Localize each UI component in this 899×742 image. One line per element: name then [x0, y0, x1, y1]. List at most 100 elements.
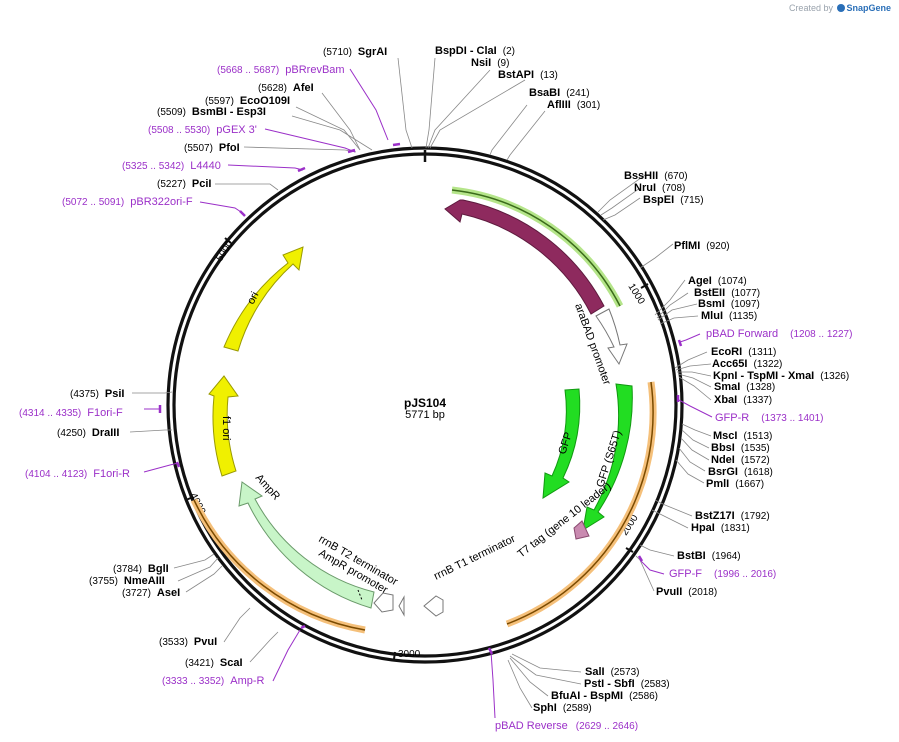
enzyme-name: PstI - SbfI — [584, 678, 635, 690]
enzyme-pos: (1328) — [746, 382, 775, 393]
primer-range: (5325 .. 5342) — [122, 161, 184, 172]
svg-text:(5509)BsmBI - Esp3I: (5509) BsmBI - Esp3I — [157, 106, 266, 118]
svg-text:BspDI - ClaI(2): BspDI - ClaI (2) — [435, 45, 515, 57]
svg-text:(5668 .. 5687)pBRrevBam: (5668 .. 5687) pBRrevBam — [217, 64, 345, 76]
primer-name: GFP-R — [715, 412, 749, 424]
enzyme-pos: (5628) — [258, 83, 287, 94]
svg-text:SmaI(1328): SmaI (1328) — [714, 381, 775, 393]
feature-t7-tag[interactable] — [573, 520, 590, 540]
enzyme-name: PfoI — [219, 142, 240, 154]
enzyme-name: SmaI — [714, 381, 740, 393]
svg-text:SphI(2589): SphI (2589) — [533, 702, 592, 714]
enzyme-pos: (4375) — [70, 389, 99, 400]
enzyme-name: SalI — [585, 666, 605, 678]
enzyme-pos: (2586) — [629, 691, 658, 702]
enzyme-pos: (1311) — [748, 347, 776, 358]
svg-text:BstZ17I(1792): BstZ17I (1792) — [695, 510, 770, 522]
enzyme-pos: (5710) — [323, 47, 352, 58]
enzyme-name: BstEII — [694, 287, 725, 299]
enzyme-pos: (3755) — [89, 576, 118, 587]
enzyme-pos: (9) — [497, 58, 509, 69]
feature-ampr-promoter[interactable] — [373, 592, 394, 613]
enzyme-name: Acc65I — [712, 358, 747, 370]
svg-text:AflIII(301): AflIII (301) — [547, 99, 600, 111]
feature-label-rrnb-t1: rrnB T1 terminator — [432, 533, 518, 583]
enzyme-name: NdeI — [711, 454, 735, 466]
feature-f1-ori[interactable] — [208, 375, 239, 477]
svg-text:PstI - SbfI(2583): PstI - SbfI (2583) — [584, 678, 670, 690]
enzyme-pos: (13) — [540, 70, 558, 81]
feature-ori[interactable] — [223, 246, 304, 352]
svg-text:(4375)PsiI: (4375) PsiI — [70, 388, 124, 400]
enzyme-pos: (715) — [680, 195, 703, 206]
primer-range: (3333 .. 3352) — [162, 676, 224, 687]
svg-text:MscI(1513): MscI (1513) — [713, 430, 772, 442]
enzyme-pos: (2583) — [641, 679, 670, 690]
primer-range: (5072 .. 5091) — [62, 197, 124, 208]
enzyme-pos: (2573) — [611, 667, 640, 678]
enzyme-pos: (1535) — [741, 443, 770, 454]
feature-rrnb-t1[interactable] — [423, 595, 444, 617]
primer-range: (1996 .. 2016) — [714, 569, 776, 580]
enzyme-pos: (1667) — [735, 479, 764, 490]
feature-arabad-promoter[interactable] — [595, 308, 628, 366]
enzyme-name: AflIII — [547, 99, 571, 111]
svg-text:XbaI(1337): XbaI (1337) — [714, 394, 772, 406]
svg-text:(3421)ScaI: (3421) ScaI — [185, 657, 243, 669]
primer-labels: (5668 .. 5687) pBRrevBam (5508 .. 5530) pG… — [19, 64, 852, 732]
enzyme-name: PmlI — [706, 478, 729, 490]
plasmid-name: pJS104 — [403, 396, 447, 410]
svg-text:BfuAI - BspMI(2586): BfuAI - BspMI (2586) — [551, 690, 658, 702]
enzyme-name: BstBI — [677, 550, 706, 562]
enzyme-name: MscI — [713, 430, 737, 442]
svg-text:BssHII(670): BssHII (670) — [624, 170, 688, 182]
enzyme-name: BsaBI — [529, 87, 560, 99]
enzyme-pos: (3784) — [113, 564, 142, 575]
primer-range: (4104 .. 4123) — [25, 469, 87, 480]
enzyme-name: SgrAI — [358, 46, 387, 58]
svg-text:GFP-R(1373 .. 1401): GFP-R (1373 .. 1401) — [715, 412, 824, 424]
enzyme-name: NsiI — [471, 57, 491, 69]
enzyme-name: PciI — [192, 178, 212, 190]
svg-text:pBAD Reverse(2629 .. 2646): pBAD Reverse (2629 .. 2646) — [495, 720, 638, 732]
credit-prefix: Created by — [788, 3, 833, 13]
enzyme-name: BsmI — [698, 298, 725, 310]
primer-name: F1ori-F — [87, 407, 123, 419]
enzyme-pos: (301) — [577, 100, 600, 111]
svg-text:(3727)AseI: (3727) AseI — [122, 587, 180, 599]
primer-name: L4440 — [190, 160, 221, 172]
primer-range: (4314 .. 4335) — [19, 408, 81, 419]
enzyme-pos: (670) — [664, 171, 687, 182]
snapgene-credit: Created by SnapGene — [789, 3, 891, 13]
enzyme-name: BglI — [148, 563, 169, 575]
ampr-dots — [357, 589, 363, 601]
svg-text:NruI(708): NruI (708) — [634, 182, 685, 194]
svg-text:(5227)PciI: (5227) PciI — [157, 178, 211, 190]
enzyme-name: AgeI — [688, 275, 712, 287]
svg-text:BsmI(1097): BsmI (1097) — [698, 298, 760, 310]
enzyme-name: XbaI — [714, 394, 737, 406]
svg-text:EcoRI(1311): EcoRI (1311) — [711, 346, 776, 358]
primer-range: (2629 .. 2646) — [576, 721, 638, 732]
svg-text:(4104 .. 4123)F1ori-R: (4104 .. 4123) F1ori-R — [25, 468, 130, 480]
enzyme-pos: (1097) — [731, 299, 760, 310]
feature-ampr[interactable] — [238, 481, 375, 609]
svg-text:BbsI(1535): BbsI (1535) — [711, 442, 770, 454]
feature-rrnb-t2[interactable] — [398, 595, 405, 617]
enzyme-name: HpaI — [691, 522, 715, 534]
feature-gfp-s65t[interactable] — [582, 383, 633, 532]
enzyme-name: BspEI — [643, 194, 674, 206]
svg-text:GFP-F(1996 .. 2016): GFP-F (1996 .. 2016) — [669, 568, 776, 580]
feature-arac[interactable] — [444, 199, 605, 315]
enzyme-pos: (708) — [662, 183, 685, 194]
primer-name: GFP-F — [669, 568, 702, 580]
enzyme-name: EcoO109I — [240, 95, 290, 107]
enzyme-pos: (1572) — [741, 455, 770, 466]
feature-gfp[interactable] — [542, 388, 581, 499]
enzyme-name: BbsI — [711, 442, 735, 454]
svg-text:BsaBI(241): BsaBI (241) — [529, 87, 590, 99]
svg-text:BsrGI(1618): BsrGI (1618) — [708, 466, 773, 478]
svg-text:BstBI(1964): BstBI (1964) — [677, 550, 741, 562]
enzyme-name: PvuII — [656, 586, 682, 598]
enzyme-name: BssHII — [624, 170, 658, 182]
